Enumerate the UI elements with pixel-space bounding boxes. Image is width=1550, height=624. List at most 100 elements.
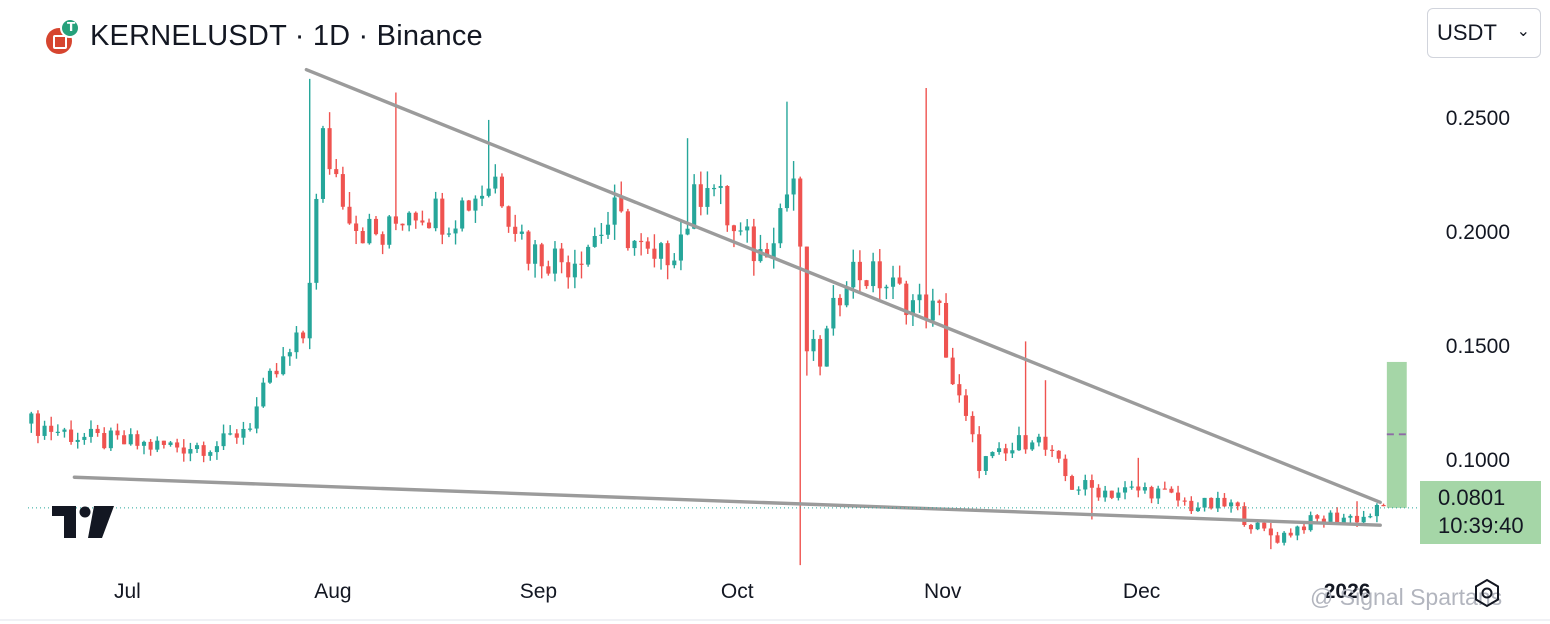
candle-body xyxy=(546,266,551,274)
candle xyxy=(128,428,133,446)
candle-body xyxy=(354,223,359,231)
candle xyxy=(88,420,94,443)
candle-body xyxy=(599,234,604,237)
candle-body xyxy=(745,226,750,231)
candle xyxy=(55,424,60,436)
candle-body xyxy=(718,186,723,188)
candle-body xyxy=(261,382,266,407)
candle xyxy=(347,191,352,225)
candle-body xyxy=(1169,488,1174,493)
candle xyxy=(1195,502,1200,512)
candle xyxy=(559,243,564,274)
candle xyxy=(1335,507,1340,525)
candle xyxy=(924,87,929,329)
chart-header: KERNELUSDT · 1D · Binance xyxy=(46,14,483,58)
tradingview-logo-icon[interactable] xyxy=(52,506,116,538)
candle xyxy=(1202,497,1207,512)
candle-body xyxy=(367,218,372,244)
candle-body xyxy=(228,433,233,435)
candle-body xyxy=(924,294,929,321)
candle xyxy=(340,166,345,210)
candle-body xyxy=(619,197,624,212)
candle-body xyxy=(1354,515,1360,523)
chart-settings-icon[interactable] xyxy=(1472,578,1502,608)
candle-body xyxy=(1255,522,1260,530)
candle xyxy=(181,439,186,462)
candle-body xyxy=(1182,500,1187,502)
y-tick-label: 0.1000 xyxy=(1445,449,1510,473)
candle xyxy=(526,230,531,271)
candle-body xyxy=(194,445,200,450)
candle-body xyxy=(1136,486,1141,491)
candle-body xyxy=(632,240,637,249)
trendline xyxy=(304,67,1382,505)
candle-body xyxy=(1381,505,1386,507)
candle xyxy=(1036,433,1041,447)
symbol-title[interactable]: KERNELUSDT · 1D · Binance xyxy=(90,19,483,52)
candle-body xyxy=(413,212,418,221)
candle-body xyxy=(1063,458,1068,477)
candle-body xyxy=(75,439,80,442)
candle xyxy=(360,227,365,244)
candle-body xyxy=(725,186,730,226)
candle-body xyxy=(1010,450,1015,454)
candle-body xyxy=(665,243,670,266)
candle-body xyxy=(685,228,690,235)
candle xyxy=(831,285,836,336)
candle xyxy=(791,161,796,211)
candle-body xyxy=(672,260,677,266)
candle-body xyxy=(141,441,147,446)
candle xyxy=(1209,497,1214,510)
candle xyxy=(957,374,962,403)
candle-body xyxy=(274,370,279,375)
candle xyxy=(1215,491,1220,512)
candle-body xyxy=(1374,505,1379,517)
candle xyxy=(314,193,319,290)
candle xyxy=(1222,493,1227,507)
candle-body xyxy=(1023,435,1028,450)
candle xyxy=(944,293,949,358)
candle xyxy=(824,325,829,367)
candle-body xyxy=(1361,516,1366,523)
candle xyxy=(221,424,226,451)
candle-body xyxy=(1156,488,1161,499)
candle-body xyxy=(347,206,352,224)
candle-body xyxy=(334,169,339,175)
candle xyxy=(29,411,34,433)
candle xyxy=(35,410,40,444)
candle xyxy=(745,219,750,243)
currency-select[interactable]: USDT ⌄ xyxy=(1427,8,1541,58)
candle-body xyxy=(1202,497,1207,508)
candle-body xyxy=(1069,476,1075,490)
candle-body xyxy=(327,128,332,170)
candle-body xyxy=(115,430,120,436)
candle xyxy=(1069,474,1075,490)
candle-body xyxy=(466,200,471,211)
candle xyxy=(480,185,485,207)
candle xyxy=(420,210,425,226)
candle-body xyxy=(533,244,538,264)
candle xyxy=(466,199,471,212)
candle-body xyxy=(526,231,531,264)
candle-body xyxy=(944,302,949,358)
candle xyxy=(141,440,147,455)
candle-body xyxy=(705,188,710,207)
candle-body xyxy=(824,328,829,367)
candle-body xyxy=(1235,502,1240,507)
candle xyxy=(1103,485,1108,502)
candle-body xyxy=(241,428,246,438)
candle-body xyxy=(798,178,803,247)
candle-body xyxy=(188,449,193,454)
candle xyxy=(1301,523,1307,534)
candle xyxy=(910,294,915,326)
candle xyxy=(599,222,604,244)
x-tick-label: Oct xyxy=(720,580,754,603)
candle xyxy=(864,279,869,289)
candle-body xyxy=(910,300,915,316)
candle xyxy=(778,203,783,249)
candle xyxy=(877,249,882,300)
candle-body xyxy=(1129,486,1134,488)
candle-body xyxy=(69,429,74,442)
candle-body xyxy=(1209,497,1214,509)
